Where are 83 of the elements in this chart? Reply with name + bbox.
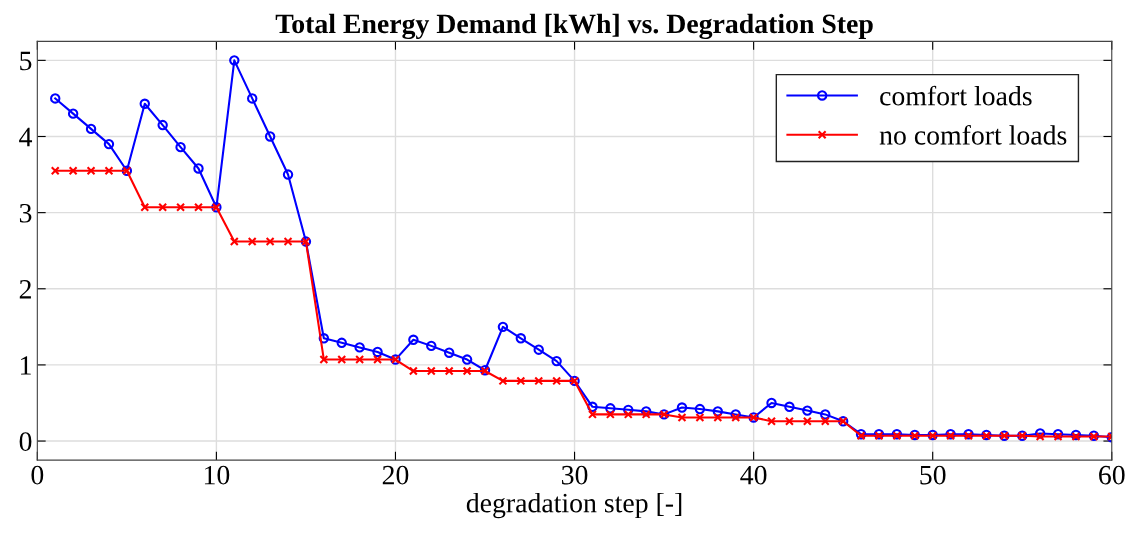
point: [318, 333, 330, 344]
point: [516, 376, 526, 386]
point: [802, 416, 812, 426]
point: [712, 406, 724, 417]
point: [229, 237, 239, 247]
point: [158, 202, 168, 212]
point: [103, 138, 115, 150]
point: [319, 355, 329, 365]
legend-label: no comfort loads: [879, 124, 1067, 145]
point: [515, 333, 527, 344]
x-tick-label: 20: [382, 465, 409, 485]
point: [193, 163, 204, 174]
point: [676, 402, 688, 413]
point: [193, 202, 203, 212]
point: [713, 412, 723, 422]
chart-title: Total Energy Demand [kWh] vs. Degradation Step: [275, 13, 873, 40]
point: [677, 412, 687, 422]
point: [587, 401, 598, 412]
point: [373, 355, 383, 365]
point: [534, 376, 544, 386]
point: [104, 166, 114, 176]
point: [176, 202, 186, 212]
y-tick-label: 4: [19, 127, 33, 147]
point: [552, 376, 562, 386]
point: [784, 401, 795, 412]
point: [820, 409, 831, 420]
point: [85, 123, 97, 135]
point: [533, 344, 544, 355]
point: [497, 321, 509, 333]
point: [355, 355, 365, 365]
y-tick-label: 0: [19, 432, 32, 451]
point: [354, 342, 365, 353]
point: [426, 340, 437, 352]
legend-label: comfort loads: [880, 85, 1032, 106]
point: [766, 397, 777, 409]
point: [551, 355, 562, 367]
point: [50, 93, 61, 104]
y-tick-label: 1: [21, 356, 31, 375]
point: [694, 403, 706, 415]
point: [68, 166, 78, 176]
x-tick-label: 30: [561, 465, 588, 485]
x-tick-label: 10: [204, 465, 230, 485]
point: [461, 354, 473, 365]
point: [605, 409, 615, 419]
point: [587, 409, 597, 419]
point: [50, 166, 60, 176]
point: [443, 347, 455, 358]
point: [802, 405, 813, 416]
point: [247, 237, 257, 247]
point: [462, 366, 472, 376]
point: [623, 409, 633, 419]
point: [157, 119, 168, 131]
y-tick-label: 5: [20, 51, 32, 71]
point: [336, 337, 347, 349]
point: [767, 416, 777, 426]
y-tick-label: 2: [19, 280, 31, 299]
point: [426, 366, 436, 376]
point: [498, 376, 508, 386]
point: [282, 169, 294, 180]
point: [67, 108, 79, 119]
point: [605, 403, 616, 414]
point: [695, 412, 705, 422]
point: [86, 166, 96, 176]
point: [444, 366, 454, 376]
point: [265, 237, 275, 247]
x-tick-label: 40: [740, 465, 767, 485]
y-tick-label: 3: [19, 203, 32, 223]
x-tick-label: 50: [920, 465, 946, 485]
point: [820, 416, 830, 426]
point: [247, 93, 258, 104]
point: [175, 141, 186, 153]
point: [784, 416, 794, 426]
point: [372, 346, 383, 358]
point: [283, 237, 293, 247]
point: [264, 131, 276, 142]
point: [229, 55, 240, 66]
point: [140, 202, 150, 212]
x-tick-label: 60: [1099, 465, 1125, 485]
point: [408, 334, 419, 345]
point: [139, 98, 150, 109]
x-axis-title: degradation step [-]: [466, 492, 682, 519]
point: [408, 366, 418, 376]
point: [337, 355, 347, 365]
